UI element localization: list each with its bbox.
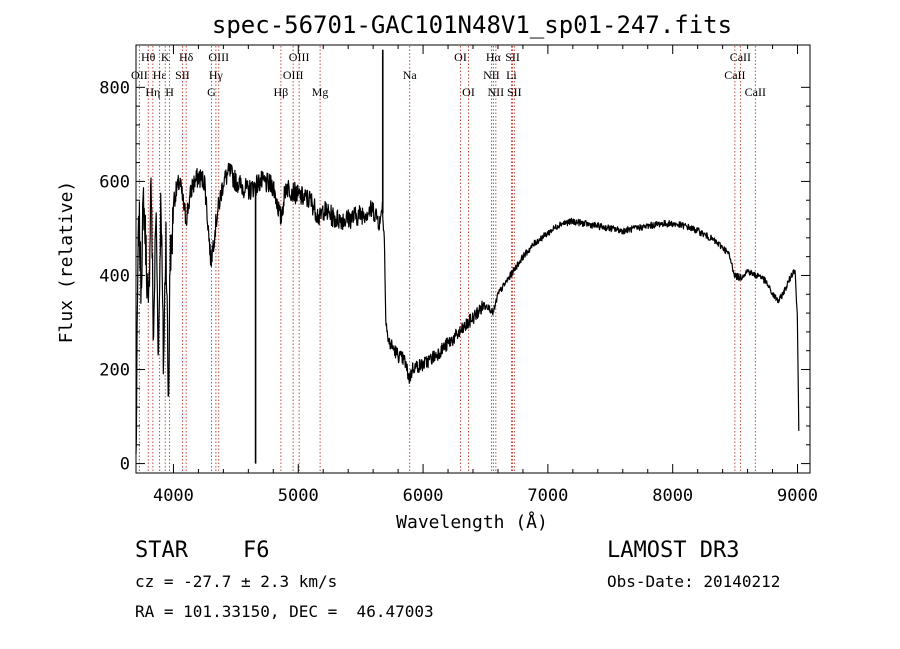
marker-label: K bbox=[161, 50, 170, 64]
marker-label: NII bbox=[488, 85, 505, 99]
marker-label: Li bbox=[506, 68, 517, 82]
y-axis: 0 200 400 600 800 bbox=[99, 78, 810, 475]
marker-label: SII bbox=[507, 85, 522, 99]
x-tick-label: 4000 bbox=[153, 486, 194, 506]
marker-label: OIII bbox=[283, 68, 304, 82]
y-tick-label: 0 bbox=[120, 455, 130, 475]
x-axis: 4000 5000 6000 7000 8000 9000 bbox=[153, 45, 818, 506]
marker-label: Hη bbox=[145, 85, 160, 99]
y-axis-label: Flux (relative) bbox=[56, 181, 77, 344]
spectral-subclass: F6 bbox=[243, 538, 270, 563]
redshift-text: cz = -27.7 ± 2.3 km/s bbox=[135, 572, 338, 591]
plot-frame bbox=[135, 44, 811, 474]
coordinates-text: RA = 101.33150, DEC = 46.47003 bbox=[135, 602, 434, 621]
marker-label: G bbox=[207, 85, 216, 99]
y-tick-label: 400 bbox=[99, 266, 130, 286]
y-tick-label: 200 bbox=[99, 361, 130, 381]
marker-label: Hθ bbox=[141, 50, 156, 64]
marker-label: CaII bbox=[745, 85, 766, 99]
marker-label: Hα bbox=[486, 50, 502, 64]
marker-label: CaII bbox=[724, 68, 745, 82]
marker-label: Mg bbox=[312, 85, 329, 99]
line-markers bbox=[138, 46, 756, 472]
marker-label: Hε bbox=[153, 68, 167, 82]
marker-label: OIII bbox=[208, 50, 229, 64]
marker-label: Hδ bbox=[179, 50, 194, 64]
marker-label: NII bbox=[483, 68, 500, 82]
marker-label: OI bbox=[454, 50, 467, 64]
marker-label: SII bbox=[505, 50, 520, 64]
y-tick-label: 600 bbox=[99, 172, 130, 192]
x-tick-label: 5000 bbox=[278, 486, 319, 506]
x-tick-label: 7000 bbox=[527, 486, 568, 506]
line-marker-labels: Hθ OII Hη K Hε H Hδ SII OIII Hγ G Hβ OIII OIII Mg Na OI O… bbox=[131, 50, 766, 99]
marker-label: OII bbox=[131, 68, 148, 82]
observation-date: Obs-Date: 20140212 bbox=[607, 572, 781, 591]
x-tick-label: 8000 bbox=[652, 486, 693, 506]
flux-series-line bbox=[135, 162, 800, 454]
x-tick-label: 6000 bbox=[403, 486, 444, 506]
y-tick-label: 800 bbox=[99, 78, 130, 98]
marker-label: OIII bbox=[289, 50, 310, 64]
marker-label: Hγ bbox=[209, 68, 224, 82]
x-tick-label: 9000 bbox=[777, 486, 818, 506]
spectrum-chart: spec-56701-GAC101N48V1_sp01-247.fits Hθ O… bbox=[56, 11, 818, 533]
marker-label: SII bbox=[175, 68, 190, 82]
x-axis-label: Wavelength (Å) bbox=[396, 511, 548, 533]
flux-spikes bbox=[254, 49, 384, 464]
chart-title: spec-56701-GAC101N48V1_sp01-247.fits bbox=[212, 11, 732, 39]
marker-label: Hβ bbox=[274, 85, 289, 99]
survey-name: LAMOST DR3 bbox=[607, 538, 740, 563]
marker-label: CaII bbox=[730, 50, 751, 64]
marker-label: H bbox=[165, 85, 174, 99]
object-class: STAR bbox=[135, 538, 188, 563]
marker-label: Na bbox=[403, 68, 418, 82]
marker-label: OI bbox=[462, 85, 475, 99]
